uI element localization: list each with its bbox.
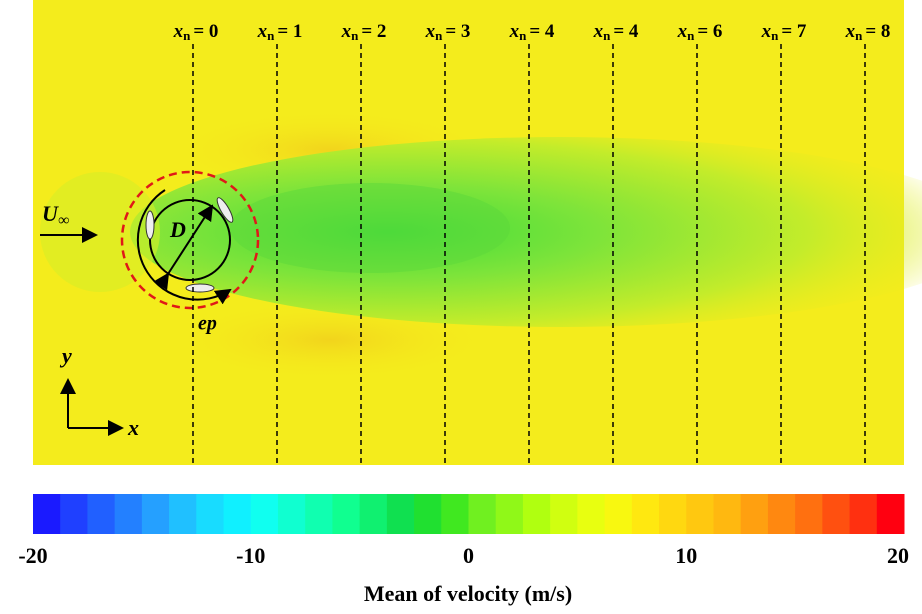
section-subscript: n — [855, 28, 863, 43]
section-value: = 7 — [781, 21, 807, 42]
colorbar-swatch — [604, 494, 633, 534]
colorbar-swatch — [414, 494, 442, 534]
colorbar-swatch — [277, 494, 306, 534]
contour-field — [33, 0, 922, 465]
section-subscript: n — [183, 28, 191, 43]
section-value: = 2 — [361, 21, 386, 42]
inflow-label: U∞ — [42, 201, 69, 229]
colorbar-swatch — [767, 494, 796, 534]
section-value: = 1 — [277, 21, 302, 42]
section-label: xn = 8 — [845, 21, 891, 43]
section-label: xn = 6 — [677, 21, 723, 43]
section-subscript: n — [687, 28, 695, 43]
section-symbol: x — [173, 21, 184, 42]
section-symbol: x — [677, 21, 688, 42]
colorbar-swatch — [196, 494, 225, 534]
colorbar-swatch — [60, 494, 88, 534]
inflow-symbol: U — [42, 201, 59, 226]
colorbar-swatch — [713, 494, 742, 534]
section-label: xn = 7 — [761, 21, 807, 43]
colorbar-swatch — [141, 494, 170, 534]
section-symbol: x — [845, 21, 856, 42]
colorbar-swatch — [522, 494, 551, 534]
colorbar-tick-label: 20 — [887, 543, 909, 568]
ep-label: ep — [198, 313, 217, 335]
colorbar-swatch — [577, 494, 606, 534]
colorbar-swatch — [822, 494, 851, 534]
colorbar-swatch — [849, 494, 878, 534]
section-label: xn = 3 — [425, 21, 471, 43]
section-subscript: n — [519, 28, 527, 43]
section-value: = 3 — [445, 21, 470, 42]
colorbar-label: Mean of velocity (m/s) — [364, 581, 572, 606]
colorbar-swatch — [441, 494, 469, 534]
section-label: xn = 0 — [173, 21, 219, 43]
section-symbol: x — [425, 21, 436, 42]
diameter-label: D — [169, 217, 186, 242]
section-symbol: x — [509, 21, 520, 42]
x-axis-label: x — [127, 415, 139, 440]
section-label: xn = 4 — [593, 21, 639, 43]
colorbar-swatch — [169, 494, 197, 534]
colorbar-swatch — [686, 494, 714, 534]
y-axis-label: y — [59, 343, 72, 368]
section-subscript: n — [771, 28, 779, 43]
colorbar-swatch — [495, 494, 524, 534]
section-symbol: x — [761, 21, 772, 42]
section-value: = 4 — [613, 21, 639, 42]
colorbar-swatch — [876, 494, 905, 534]
section-label: xn = 2 — [341, 21, 387, 43]
colorbar-swatch — [87, 494, 116, 534]
colorbar: -20 -10 0 10 20 — [18, 494, 909, 568]
section-subscript: n — [267, 28, 275, 43]
colorbar-swatch — [631, 494, 660, 534]
sections: xn = 0 xn = 1 xn = 2 xn = 3 xn = 4 xn = 4 xn = 6 xn = 7… — [173, 21, 891, 465]
section-value: = 4 — [529, 21, 555, 42]
colorbar-swatch — [114, 494, 143, 534]
colorbar-tick-label: 0 — [463, 543, 474, 568]
section-label: xn = 4 — [509, 21, 555, 43]
colorbar-swatch — [550, 494, 578, 534]
colorbar-tick-label: -10 — [236, 543, 265, 568]
colorbar-swatch — [659, 494, 687, 534]
section-subscript: n — [603, 28, 611, 43]
colorbar-swatch — [795, 494, 823, 534]
colorbar-swatch — [386, 494, 415, 534]
section-value: = 8 — [865, 21, 890, 42]
section-subscript: n — [351, 28, 359, 43]
colorbar-tick-label: 10 — [675, 543, 697, 568]
colorbar-swatch — [33, 494, 61, 534]
section-subscript: n — [435, 28, 443, 43]
colorbar-swatch — [332, 494, 361, 534]
section-value: = 6 — [697, 21, 722, 42]
colorbar-swatch — [740, 494, 769, 534]
colorbar-tick-label: -20 — [18, 543, 47, 568]
turbine — [40, 170, 260, 436]
section-symbol: x — [593, 21, 604, 42]
inflow-subscript: ∞ — [58, 212, 69, 229]
colorbar-swatch — [250, 494, 279, 534]
colorbar-swatch — [305, 494, 333, 534]
section-symbol: x — [257, 21, 268, 42]
section-value: = 0 — [193, 21, 218, 42]
section-label: xn = 1 — [257, 21, 303, 43]
colorbar-swatch — [468, 494, 497, 534]
section-symbol: x — [341, 21, 352, 42]
colorbar-swatch — [223, 494, 252, 534]
colorbar-swatch — [359, 494, 388, 534]
